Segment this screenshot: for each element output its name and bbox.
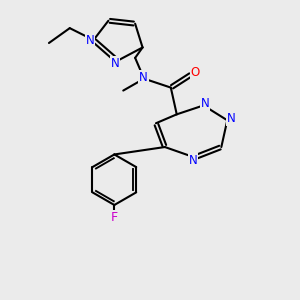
Text: N: N [226,112,235,125]
Text: N: N [85,34,94,46]
Text: N: N [189,154,197,167]
Text: N: N [201,98,209,110]
Text: N: N [111,57,119,70]
Text: O: O [190,66,200,79]
Text: F: F [111,211,118,224]
Text: N: N [139,71,148,84]
